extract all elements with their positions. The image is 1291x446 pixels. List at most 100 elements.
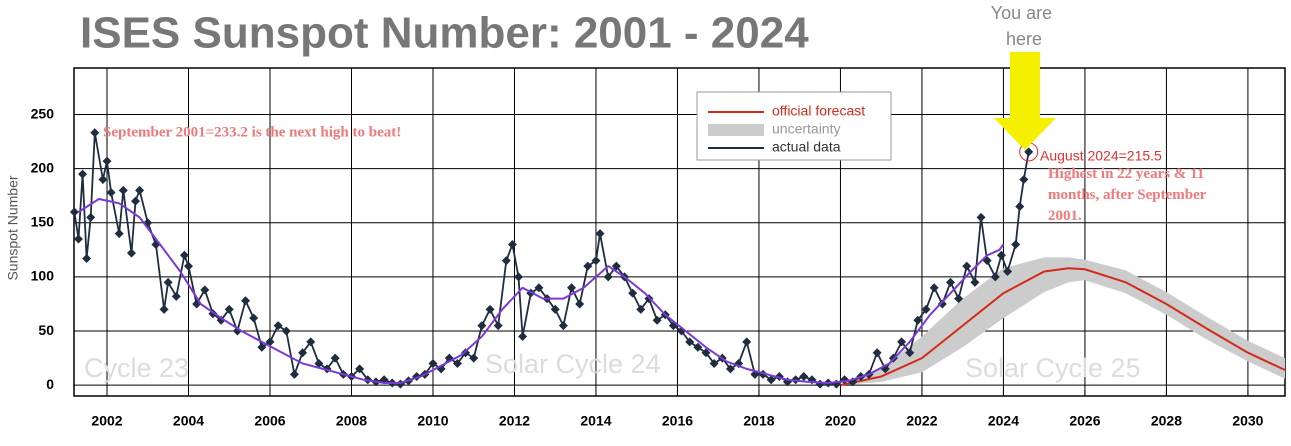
- uncertainty-band: [840, 257, 1285, 386]
- x-tick-label: 2018: [743, 413, 774, 429]
- plot-frame: [73, 67, 1286, 397]
- data-point: [1003, 267, 1013, 277]
- x-tick-label: 2004: [173, 413, 204, 429]
- data-point: [135, 185, 145, 195]
- legend-label: uncertainty: [772, 121, 840, 137]
- data-point: [701, 348, 711, 358]
- data-point: [766, 375, 776, 385]
- series-line: [840, 267, 1286, 387]
- data-point: [102, 156, 112, 166]
- data-point: [159, 304, 169, 314]
- y-tick-label: 50: [38, 322, 54, 338]
- data-point: [131, 196, 141, 206]
- annotation-line: months, after September: [1048, 187, 1207, 203]
- data-point: [289, 369, 299, 379]
- data-point: [872, 348, 882, 358]
- data-point: [477, 321, 487, 331]
- annotation: September 2001=233.2 is the next high to…: [103, 124, 401, 140]
- x-tick-label: 2026: [1069, 413, 1100, 429]
- data-point: [954, 294, 964, 304]
- cycle-label: Cycle 23: [84, 353, 189, 383]
- plot-area: 0 50 100 150 200 250 2002 2004 2006 2008 2010 2012 2…: [31, 67, 1286, 429]
- data-point: [611, 261, 621, 271]
- data-point: [126, 248, 136, 258]
- cycle-label: Solar Cycle 25: [965, 353, 1141, 383]
- legend: official forecast uncertainty actual data: [696, 91, 892, 161]
- data-point: [962, 261, 972, 271]
- x-tick-label: 2024: [988, 413, 1019, 429]
- y-tick-label: 0: [46, 376, 54, 392]
- data-point: [249, 313, 259, 323]
- y-tick-label: 150: [31, 214, 55, 230]
- data-point: [693, 342, 703, 352]
- data-point: [216, 315, 226, 325]
- annotations: September 2001=233.2 is the next high to…: [84, 3, 1210, 383]
- data-point: [575, 299, 585, 309]
- chart-title: ISES Sunspot Number: 2001 - 2024: [80, 9, 809, 58]
- data-point: [742, 337, 752, 347]
- data-point: [428, 359, 438, 369]
- data-point: [913, 315, 923, 325]
- annotation-line: Highest in 22 years & 11: [1048, 166, 1204, 182]
- data-point: [558, 321, 568, 331]
- data-point: [314, 359, 324, 369]
- data-point: [897, 337, 907, 347]
- x-tick-label: 2008: [336, 413, 367, 429]
- data-point: [298, 348, 308, 358]
- data-point: [241, 296, 251, 306]
- data-point: [355, 364, 365, 374]
- data-point: [595, 229, 605, 239]
- data-point: [976, 212, 986, 222]
- data-point: [257, 342, 267, 352]
- annotation-line: here: [1006, 29, 1042, 49]
- data-point: [493, 321, 503, 331]
- data-point: [82, 254, 92, 264]
- data-point: [652, 315, 662, 325]
- annotation: Highest in 22 years & 11 months, after S…: [1048, 166, 1210, 224]
- y-tick-label: 200: [31, 159, 55, 175]
- data-point: [636, 304, 646, 314]
- data-point: [945, 277, 955, 287]
- data-point: [485, 304, 495, 314]
- data-point: [114, 229, 124, 239]
- data-point: [1024, 147, 1034, 157]
- data-point: [118, 185, 128, 195]
- data-point: [685, 337, 695, 347]
- cycle-label: Solar Cycle 24: [485, 349, 661, 379]
- annotation: You are here: [991, 3, 1057, 49]
- x-tick-label: 2002: [91, 413, 122, 429]
- data-point: [501, 256, 511, 266]
- data-point: [534, 283, 544, 293]
- x-tick-label: 2012: [499, 413, 530, 429]
- x-tick-label: 2014: [580, 413, 611, 429]
- data-point: [709, 359, 719, 369]
- data-point: [628, 288, 638, 298]
- x-tick-label: 2020: [825, 413, 856, 429]
- data-point: [990, 272, 1000, 282]
- data-point: [970, 277, 980, 287]
- data-point: [171, 291, 181, 301]
- data-point: [163, 277, 173, 287]
- data-point: [179, 250, 189, 260]
- data-point: [273, 321, 283, 331]
- x-tick-label: 2022: [906, 413, 937, 429]
- x-tick-label: 2010: [417, 413, 448, 429]
- annotation: August 2024=215.5: [1040, 148, 1162, 164]
- data-point: [200, 285, 210, 295]
- data-point: [929, 283, 939, 293]
- y-tick-label: 100: [31, 268, 55, 284]
- data-point: [550, 304, 560, 314]
- data-point: [567, 283, 577, 293]
- annotation-line: 2001.: [1048, 208, 1082, 224]
- data-point: [725, 364, 735, 374]
- annotation-line: You are: [991, 3, 1052, 23]
- data-point: [78, 169, 88, 179]
- data-point: [1011, 239, 1021, 249]
- data-point: [905, 348, 915, 358]
- y-axis-label: Sunspot Number: [5, 175, 21, 280]
- data-point: [1019, 174, 1029, 184]
- y-tick-label: 250: [31, 105, 55, 121]
- data-point: [583, 261, 593, 271]
- data-point: [90, 128, 100, 138]
